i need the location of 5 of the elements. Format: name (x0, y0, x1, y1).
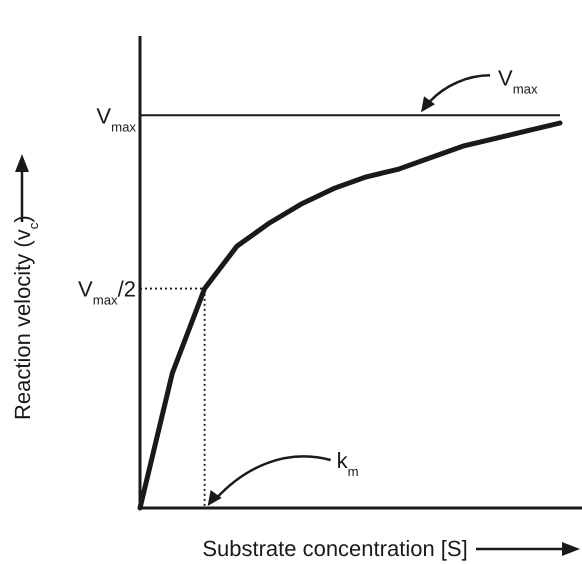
ref-line-label: V$_{max}$ (96, 103, 136, 134)
x-axis-title: Substrate concentration [S] (202, 536, 468, 561)
annotation: k$_{m}$ (336, 448, 359, 478)
ref-line-label: V$_{max}$/2 (78, 276, 136, 308)
text: V$_{max}$ (498, 65, 538, 96)
